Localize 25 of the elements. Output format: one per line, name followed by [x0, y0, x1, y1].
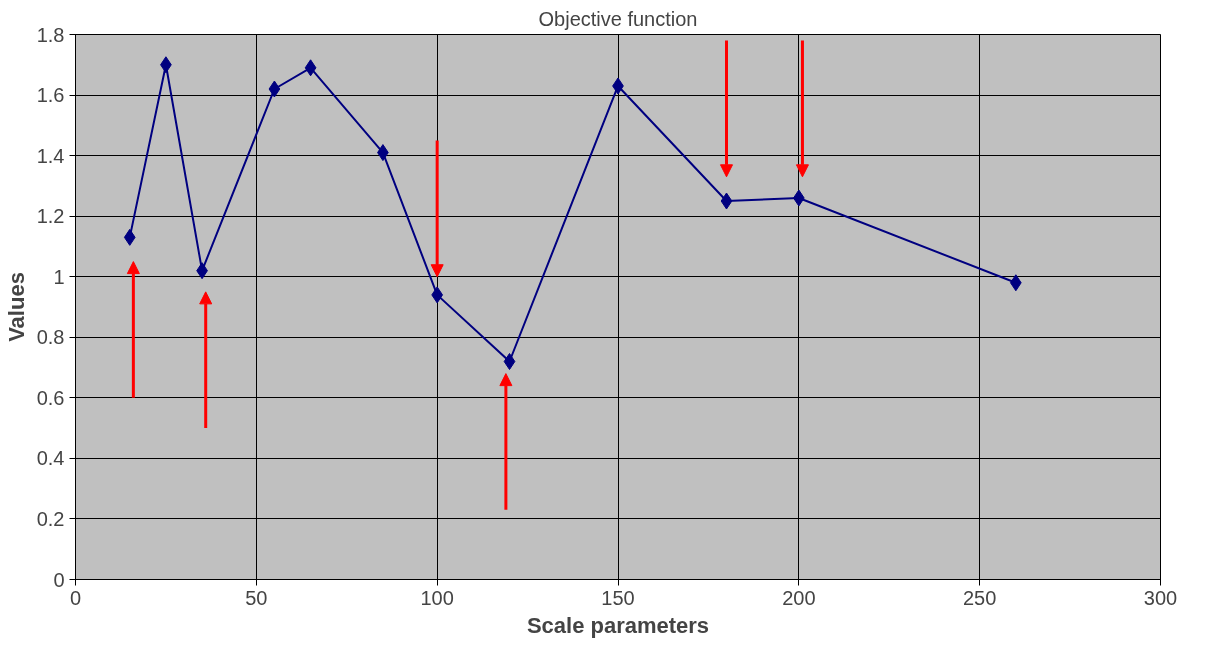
x-tick-label: 300: [1143, 586, 1178, 609]
y-tick-label: 1.6: [36, 84, 65, 107]
point: [720, 192, 733, 210]
x-tick-label: 0: [69, 586, 82, 609]
y-axis-title: Values: [3, 272, 29, 342]
x-tick-label: 50: [245, 586, 268, 609]
y-tick-label: 0.4: [36, 447, 65, 470]
y-tick-label: 1.4: [36, 144, 65, 167]
x-tick-label: 250: [962, 586, 997, 609]
y-tick-label: 0.6: [36, 386, 65, 409]
y-tick-label: 1: [53, 265, 65, 288]
y-tick-label: 0: [53, 568, 65, 591]
y-tick-label: 0.2: [36, 507, 65, 530]
chart-title: Objective function: [538, 7, 698, 30]
point: [268, 80, 281, 98]
point: [123, 228, 136, 246]
y-tick-label: 0.8: [36, 326, 65, 349]
y-tick-label: 1.8: [36, 23, 65, 46]
y-tick-label: 1.2: [36, 205, 65, 228]
point: [304, 59, 317, 77]
x-tick-label: 150: [601, 586, 635, 609]
x-tick-label: 100: [420, 586, 454, 609]
x-axis-title: Scale parameters: [526, 612, 710, 638]
point: [503, 353, 516, 370]
x-tick-label: 200: [782, 586, 816, 609]
